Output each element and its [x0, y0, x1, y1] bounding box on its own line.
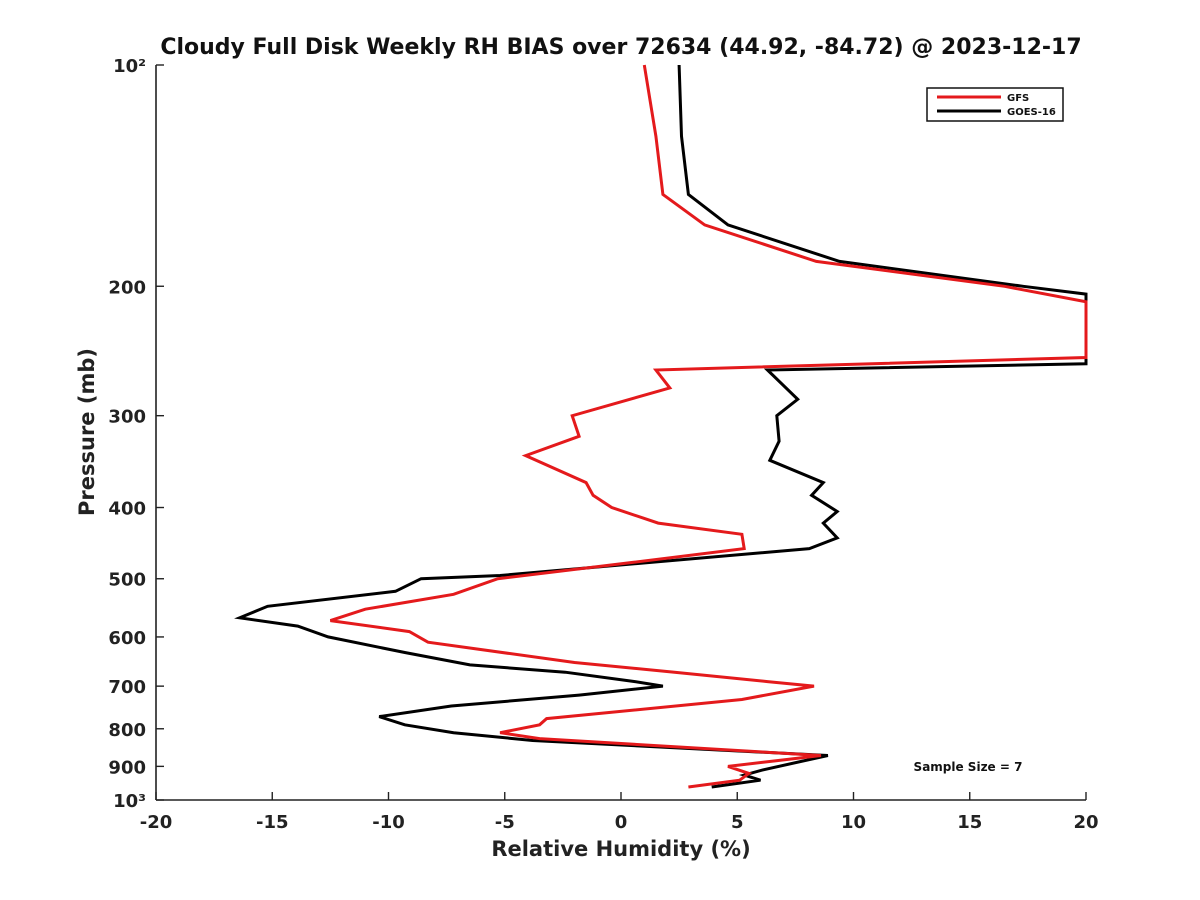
x-tick-label: -15 [256, 812, 289, 833]
x-tick-label: 10 [841, 812, 866, 833]
y-tick-label: 500 [108, 570, 146, 591]
x-tick-label: -10 [372, 812, 405, 833]
legend-entry: GOES-16 [1007, 107, 1056, 118]
x-tick-label: 20 [1073, 812, 1098, 833]
y-axis-label: Pressure (mb) [75, 348, 99, 516]
y-axis-ticks: 10² 200 300 400 500 600 700 800 900 10³ [108, 56, 164, 812]
x-tick-label: 15 [957, 812, 982, 833]
y-tick-label: 800 [108, 720, 146, 741]
series-line-goes-16 [234, 64, 1088, 789]
y-tick-label: 700 [108, 677, 146, 698]
y-tick-label: 10³ [113, 791, 146, 812]
x-axis-ticks: -20 -15 -10 -5 0 5 10 15 20 [140, 792, 1099, 833]
y-tick-label: 10² [113, 56, 146, 77]
y-tick-label: 200 [108, 277, 146, 298]
legend-entry: GFS [1007, 93, 1029, 104]
x-tick-label: 0 [615, 812, 628, 833]
legend: GFS GOES-16 [926, 87, 1064, 122]
series-layer [234, 64, 1088, 789]
y-tick-label: 600 [108, 628, 146, 649]
x-tick-label: -5 [495, 812, 515, 833]
series-line-gfs [329, 64, 1088, 789]
y-tick-label: 300 [108, 407, 146, 428]
x-tick-label: -20 [140, 812, 173, 833]
x-tick-label: 5 [731, 812, 744, 833]
y-tick-label: 900 [108, 757, 146, 778]
legend-box [926, 87, 1064, 122]
chart-title: Cloudy Full Disk Weekly RH BIAS over 726… [160, 35, 1081, 60]
x-axis-label: Relative Humidity (%) [491, 837, 750, 861]
sample-size-annotation: Sample Size = 7 [914, 760, 1023, 774]
y-tick-label: 400 [108, 499, 146, 520]
